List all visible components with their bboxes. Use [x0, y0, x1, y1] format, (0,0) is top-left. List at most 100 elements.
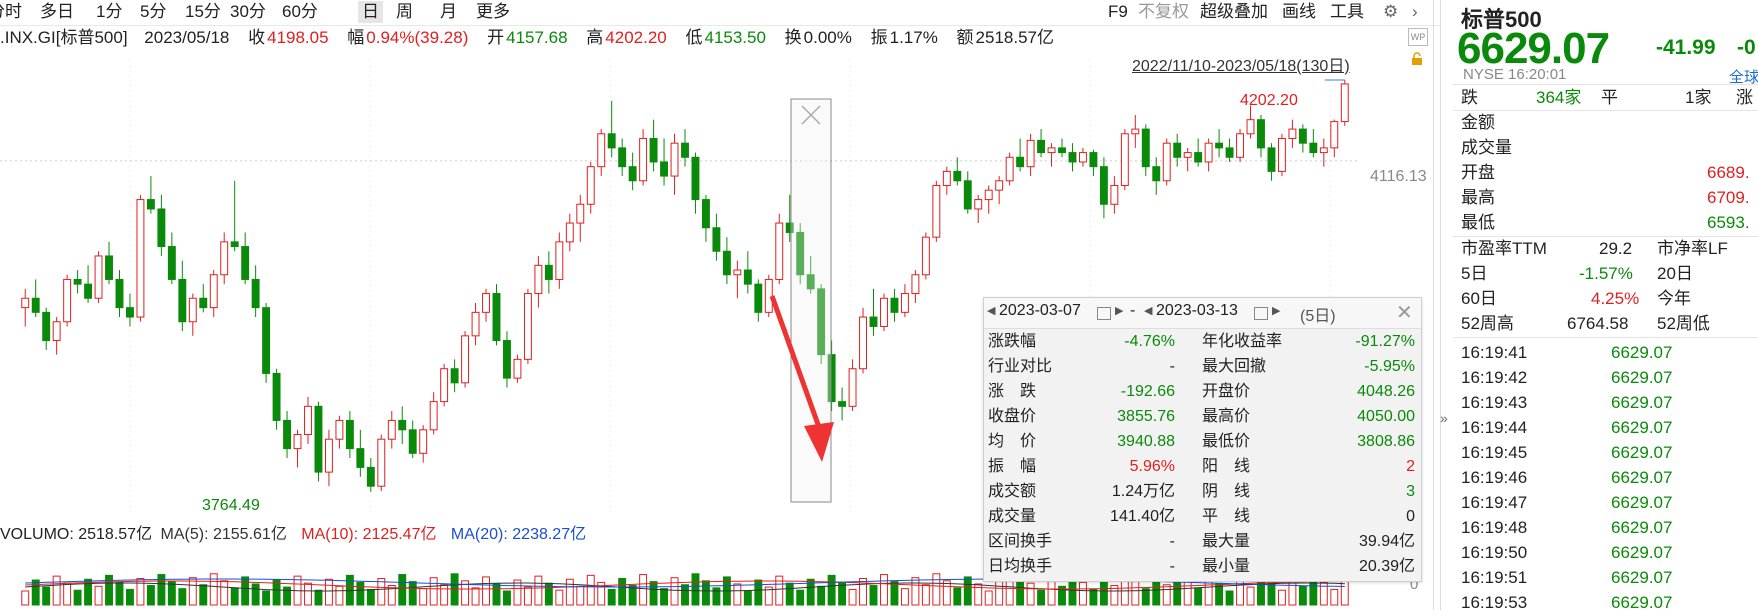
period-tab-7[interactable]: 日	[358, 1, 383, 23]
candle[interactable]	[900, 284, 909, 318]
candle[interactable]	[942, 166, 951, 195]
candle[interactable]	[461, 331, 470, 388]
candle[interactable]	[1058, 138, 1066, 158]
candle[interactable]	[963, 171, 972, 214]
candle[interactable]	[1131, 114, 1140, 148]
candle[interactable]	[796, 223, 805, 285]
candle[interactable]	[471, 302, 480, 346]
candle[interactable]	[1005, 152, 1014, 186]
candle[interactable]	[785, 194, 794, 242]
toolbar-action-2[interactable]: 超级叠加	[1200, 2, 1268, 21]
period-tab-4[interactable]: 15分	[185, 2, 221, 21]
candle[interactable]	[660, 138, 669, 186]
candle[interactable]	[1267, 143, 1276, 181]
candle[interactable]	[1099, 157, 1108, 219]
candle[interactable]	[712, 213, 721, 261]
candle[interactable]	[251, 265, 260, 318]
candle[interactable]	[366, 458, 375, 492]
candle[interactable]	[513, 354, 522, 383]
candle[interactable]	[1309, 129, 1318, 158]
candle[interactable]	[932, 180, 941, 242]
candle[interactable]	[220, 232, 229, 285]
candle[interactable]	[565, 213, 574, 252]
candle[interactable]	[335, 415, 344, 449]
candle[interactable]	[52, 317, 61, 355]
period-tab-5[interactable]: 30分	[230, 2, 266, 21]
candle[interactable]	[42, 307, 51, 350]
candle[interactable]	[1120, 129, 1129, 191]
candle[interactable]	[94, 251, 103, 303]
toolbar-action-4[interactable]: 工具	[1330, 2, 1364, 21]
candle[interactable]	[136, 194, 145, 322]
chevron-right-icon[interactable]: ›	[1412, 2, 1418, 21]
period-tab-3[interactable]: 5分	[140, 2, 167, 21]
candle[interactable]	[576, 194, 585, 242]
candle[interactable]	[670, 133, 679, 195]
to-prev-icon[interactable]: ◀	[1144, 305, 1153, 317]
candle[interactable]	[890, 288, 899, 322]
candle[interactable]	[764, 274, 773, 318]
candle[interactable]	[1162, 138, 1171, 186]
toolbar-action-0[interactable]: F9	[1108, 2, 1128, 21]
candle[interactable]	[1246, 105, 1255, 139]
candle[interactable]	[1225, 138, 1234, 162]
candle[interactable]	[921, 232, 930, 280]
candle[interactable]	[283, 411, 292, 459]
candle[interactable]	[1330, 119, 1339, 158]
candle[interactable]	[324, 429, 333, 487]
candle[interactable]	[272, 368, 281, 430]
candle[interactable]	[1215, 129, 1224, 158]
gear-icon[interactable]: ⚙	[1383, 2, 1399, 21]
candle[interactable]	[586, 161, 595, 214]
candle[interactable]	[419, 425, 428, 463]
candle[interactable]	[649, 119, 658, 172]
candle[interactable]	[775, 213, 784, 285]
period-tab-9[interactable]: 月	[440, 2, 457, 21]
candlestick-chart[interactable]	[0, 60, 1440, 525]
period-tab-1[interactable]: 多日	[40, 2, 74, 21]
to-date[interactable]: 2023-03-13	[1156, 302, 1238, 319]
candle[interactable]	[450, 359, 459, 393]
candle[interactable]	[974, 194, 983, 224]
candle[interactable]	[618, 138, 627, 177]
candle[interactable]	[1183, 147, 1192, 172]
candle[interactable]	[555, 232, 564, 289]
candle[interactable]	[440, 364, 449, 407]
candle[interactable]	[1089, 149, 1098, 177]
global-link[interactable]: 全球	[1729, 69, 1758, 86]
candle[interactable]	[953, 157, 962, 186]
candle[interactable]	[482, 288, 490, 322]
toolbar-action-1[interactable]: 不复权	[1138, 2, 1189, 21]
period-tab-8[interactable]: 周	[396, 2, 413, 21]
candle[interactable]	[1110, 176, 1119, 214]
volume-chart[interactable]	[0, 545, 1440, 610]
candle[interactable]	[314, 401, 323, 482]
candle[interactable]	[1340, 80, 1349, 126]
from-next-icon[interactable]: ▶	[1115, 305, 1124, 317]
date-range-link[interactable]: 2022/11/10-2023/05/18(130日)	[1132, 58, 1350, 75]
candle[interactable]	[84, 265, 93, 303]
candle[interactable]	[743, 251, 752, 294]
candle[interactable]	[262, 302, 271, 383]
from-date[interactable]: 2023-03-07	[999, 302, 1081, 319]
candle[interactable]	[73, 270, 82, 294]
candle[interactable]	[754, 279, 763, 322]
candle[interactable]	[199, 284, 208, 313]
candle[interactable]	[880, 293, 888, 332]
candle[interactable]	[126, 293, 134, 327]
toolbar-action-3[interactable]: 画线	[1282, 2, 1316, 21]
candle[interactable]	[534, 255, 543, 308]
candle[interactable]	[639, 129, 648, 186]
candle[interactable]	[544, 251, 553, 294]
candle[interactable]	[701, 194, 710, 242]
candle[interactable]	[345, 411, 354, 459]
candle[interactable]	[146, 176, 155, 214]
candle[interactable]	[995, 176, 1004, 205]
candle[interactable]	[188, 293, 197, 336]
period-tab-2[interactable]: 1分	[96, 2, 123, 21]
candle[interactable]	[408, 420, 417, 459]
candle[interactable]	[21, 288, 30, 327]
candle[interactable]	[681, 129, 689, 167]
candle[interactable]	[827, 340, 836, 412]
candle[interactable]	[848, 359, 857, 412]
